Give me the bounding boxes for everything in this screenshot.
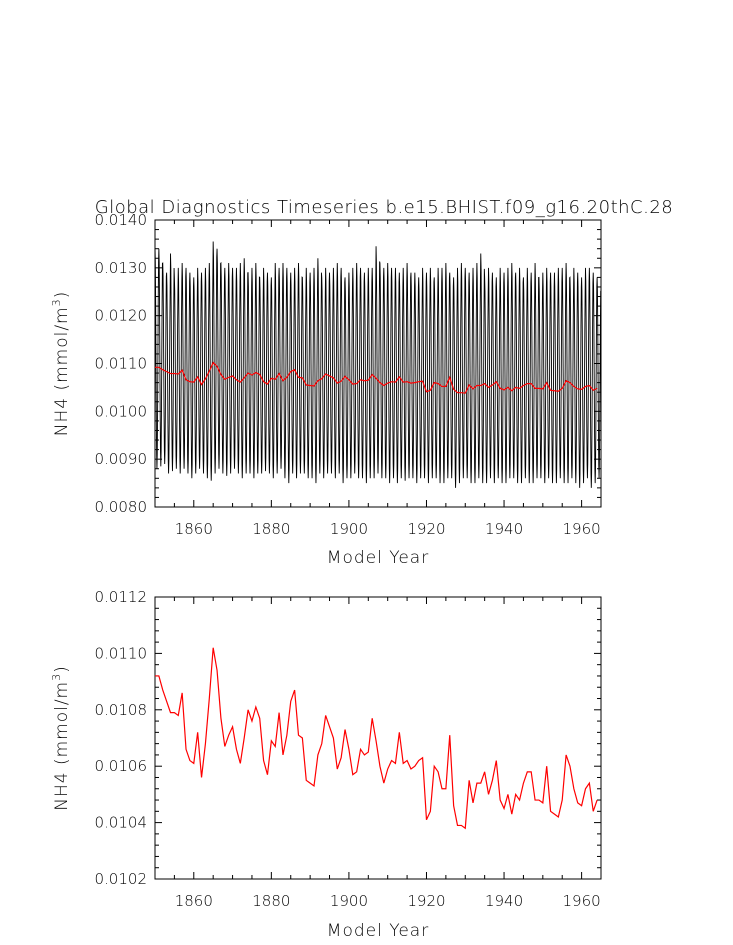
chart-title: Global Diagnostics Timeseries b.e15.BHIS… xyxy=(95,197,673,218)
y-tick-label: 0.0140 xyxy=(95,211,148,229)
y-tick-label: 0.0104 xyxy=(95,814,148,832)
y-axis-label: NH4 (mmol/m3) xyxy=(50,291,72,437)
x-tick-label: 1880 xyxy=(252,520,290,538)
x-axis-label: Model Year xyxy=(327,548,429,568)
x-tick-label: 1860 xyxy=(175,892,213,910)
y-tick-label: 0.0120 xyxy=(95,307,148,325)
x-tick-label: 1920 xyxy=(407,892,445,910)
y-tick-label: 0.0106 xyxy=(95,757,148,775)
top-panel: 1860 1880 1900 1920 1940 1960 0.0080 0.0090 0.01… xyxy=(50,211,602,568)
y-tick-label: 0.0100 xyxy=(95,402,148,420)
y-tick-label: 0.0110 xyxy=(95,644,148,662)
x-tick-label: 1960 xyxy=(563,892,601,910)
x-tick-label: 1920 xyxy=(407,520,445,538)
x-tick-label: 1900 xyxy=(330,520,368,538)
bottom-panel: 1860 1880 1900 1920 1940 1960 0.0102 0.0104 0.01… xyxy=(50,588,602,941)
y-tick-label: 0.0130 xyxy=(95,259,148,277)
plot-frame xyxy=(154,596,602,880)
y-tick-label: 0.0102 xyxy=(95,870,148,888)
x-tick-label: 1880 xyxy=(252,892,290,910)
x-axis-label: Model Year xyxy=(327,921,429,941)
annual-mean-line xyxy=(155,361,598,394)
y-tick-label: 0.0090 xyxy=(95,450,148,468)
y-tick-label: 0.0110 xyxy=(95,355,148,373)
x-tick-label: 1900 xyxy=(330,892,368,910)
monthly-series-line xyxy=(155,241,601,488)
annual-mean-line xyxy=(155,647,598,830)
x-tick-label: 1940 xyxy=(485,520,523,538)
y-tick-label: 0.0112 xyxy=(95,588,148,606)
y-axis-label: NH4 (mmol/m3) xyxy=(50,665,72,811)
y-tick-label: 0.0108 xyxy=(95,701,148,719)
y-tick-label: 0.0080 xyxy=(95,498,148,516)
x-tick-label: 1960 xyxy=(563,520,601,538)
x-tick-label: 1940 xyxy=(485,892,523,910)
x-tick-label: 1860 xyxy=(175,520,213,538)
